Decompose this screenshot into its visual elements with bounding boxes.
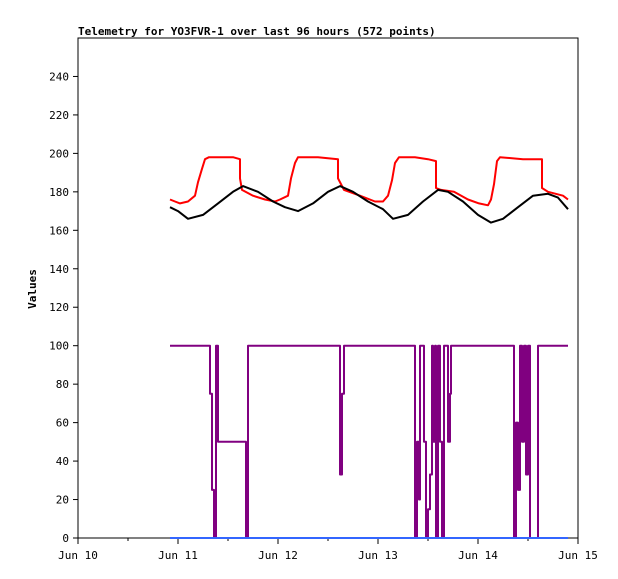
x-tick-label: Jun 10 xyxy=(58,549,98,562)
series-line-3 xyxy=(170,344,568,539)
x-axis: Jun 10 Jun 11 Jun 12 Jun 13 Jun 14 Jun 15 xyxy=(58,538,598,562)
y-axis-label: Values xyxy=(26,269,39,309)
y-tick-label: 120 xyxy=(49,301,69,314)
series-line-1 xyxy=(169,156,569,207)
y-tick-label: 40 xyxy=(56,455,69,468)
chart-title: Telemetry for YO3FVR-1 over last 96 hour… xyxy=(78,25,436,38)
y-tick-label: 160 xyxy=(49,224,69,237)
x-tick-label: Jun 11 xyxy=(158,549,198,562)
series-layer xyxy=(169,156,569,539)
y-tick-label: 20 xyxy=(56,494,69,507)
y-tick-label: 140 xyxy=(49,263,69,276)
y-tick-label: 100 xyxy=(49,340,69,353)
y-tick-label: 240 xyxy=(49,70,69,83)
x-tick-label: Jun 15 xyxy=(558,549,598,562)
y-tick-label: 220 xyxy=(49,109,69,122)
y-tick-label: 60 xyxy=(56,417,69,430)
y-tick-label: 80 xyxy=(56,378,69,391)
x-tick-label: Jun 14 xyxy=(458,549,498,562)
x-tick-label: Jun 13 xyxy=(358,549,398,562)
y-tick-label: 180 xyxy=(49,186,69,199)
series-line-2 xyxy=(169,185,569,224)
plot-area xyxy=(77,37,579,539)
y-tick-label: 0 xyxy=(62,532,69,545)
y-tick-label: 200 xyxy=(49,147,69,160)
y-axis: 0 20 40 60 80 100 120 140 160 180 200 220 240 xyxy=(49,70,78,545)
x-tick-label: Jun 12 xyxy=(258,549,298,562)
